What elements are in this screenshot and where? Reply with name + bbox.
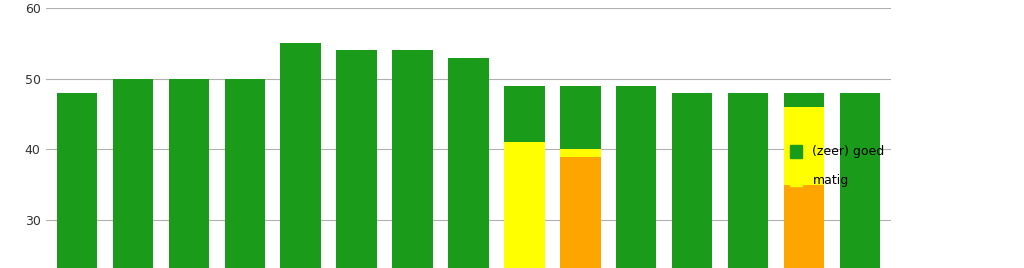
Bar: [672, 93, 713, 268]
Bar: [560, 150, 600, 157]
Bar: [616, 86, 656, 268]
Bar: [449, 58, 488, 268]
Legend: (zeer) goed, matig: (zeer) goed, matig: [790, 145, 885, 187]
Bar: [784, 107, 824, 185]
Bar: [840, 93, 881, 268]
Bar: [504, 142, 545, 268]
Bar: [281, 43, 321, 268]
Bar: [56, 93, 97, 268]
Bar: [784, 93, 824, 107]
Bar: [224, 79, 265, 268]
Bar: [784, 185, 824, 268]
Bar: [392, 50, 433, 268]
Bar: [728, 93, 768, 268]
Bar: [337, 50, 377, 268]
Bar: [504, 86, 545, 142]
Bar: [560, 86, 600, 150]
Bar: [113, 79, 153, 268]
Bar: [560, 157, 600, 268]
Bar: [169, 79, 209, 268]
